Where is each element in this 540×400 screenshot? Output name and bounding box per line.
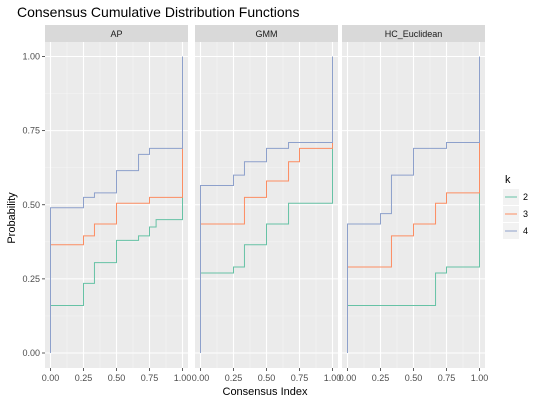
facet-strip [45, 25, 188, 42]
x-tick-label: 1.00 [324, 373, 342, 383]
x-tick-label: 0.75 [438, 373, 456, 383]
x-tick-label: 0.25 [372, 373, 390, 383]
series-line-k3 [50, 56, 183, 353]
chart-title: Consensus Cumulative Distribution Functi… [17, 4, 299, 20]
facet-strip [195, 25, 338, 42]
facet-panel-2: HC_Euclidean 0.00 0.25 0.50 0.75 1.00 [339, 25, 489, 383]
series-line-k3 [200, 56, 333, 353]
x-tick-label: 0.50 [258, 373, 276, 383]
series-line-k4 [50, 56, 183, 353]
series-line-k3 [347, 56, 480, 353]
facet-strip-label: AP [110, 29, 122, 39]
legend-label: 4 [523, 226, 528, 236]
legend-label: 3 [523, 209, 528, 219]
series-line-k2 [50, 56, 183, 353]
x-tick-label: 0.50 [108, 373, 126, 383]
facet-panel-0: AP 0.00 0.25 0.50 0.75 1.00 [42, 25, 192, 383]
series-line-k4 [347, 56, 480, 353]
y-tick-label: 0.50 [22, 200, 40, 210]
x-axis-1: 0.00 0.25 0.50 0.75 1.00 [192, 368, 342, 383]
x-tick-label: 0.75 [141, 373, 159, 383]
y-tick-label: 0.00 [22, 348, 40, 358]
x-tick-label: 0.00 [192, 373, 210, 383]
x-tick-label: 0.00 [42, 373, 60, 383]
facet-panels: AP 0.00 0.25 0.50 0.75 1.00 GMM 0.00 0.25 0.50 0.7… [42, 25, 489, 383]
x-axis-2: 0.00 0.25 0.50 0.75 1.00 [339, 368, 489, 383]
y-tick-label: 1.00 [22, 52, 40, 62]
facet-strip [342, 25, 485, 42]
y-tick-label: 0.75 [22, 126, 40, 136]
facet-panel-1: GMM 0.00 0.25 0.50 0.75 1.00 [192, 25, 342, 383]
x-axis-title: Consensus Index [223, 386, 308, 398]
series-line-k2 [200, 56, 333, 353]
y-axis: 0.00 0.25 0.50 0.75 1.00 [22, 52, 45, 358]
x-tick-label: 1.00 [174, 373, 192, 383]
series-line-k4 [200, 56, 333, 353]
series-line-k2 [347, 56, 480, 353]
x-tick-label: 0.50 [405, 373, 423, 383]
legend-title: k [505, 174, 511, 186]
facet-strip-label: GMM [256, 29, 278, 39]
y-tick-label: 0.25 [22, 274, 40, 284]
x-tick-label: 0.25 [225, 373, 243, 383]
x-tick-label: 0.75 [291, 373, 309, 383]
legend: k 2 3 4 [503, 174, 528, 239]
x-tick-label: 0.00 [339, 373, 357, 383]
x-tick-label: 0.25 [75, 373, 93, 383]
legend-label: 2 [523, 192, 528, 202]
facet-strip-label: HC_Euclidean [385, 29, 443, 39]
y-axis-title: Probability [6, 192, 18, 244]
x-axis-0: 0.00 0.25 0.50 0.75 1.00 [42, 368, 192, 383]
x-tick-label: 1.00 [471, 373, 489, 383]
